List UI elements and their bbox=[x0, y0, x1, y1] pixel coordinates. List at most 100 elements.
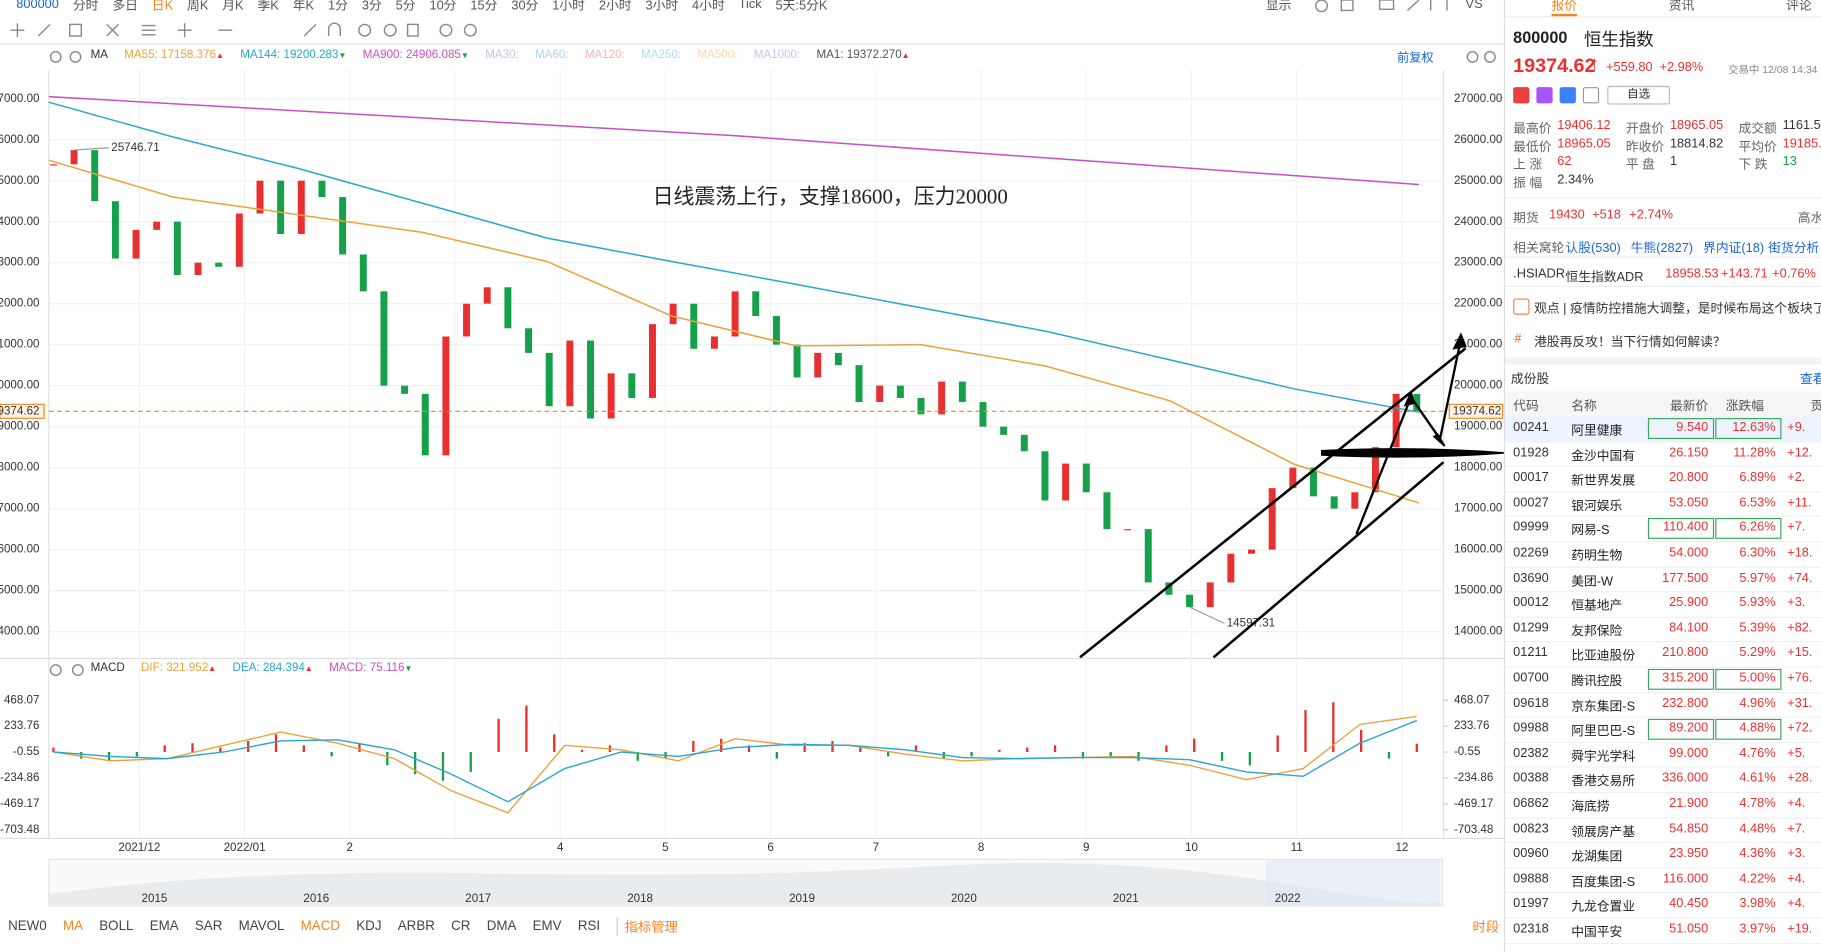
badge[interactable] bbox=[1536, 87, 1553, 104]
quote-tab[interactable]: 资讯 bbox=[1668, 0, 1695, 13]
badge[interactable] bbox=[1582, 87, 1600, 104]
close-icon[interactable] bbox=[71, 664, 84, 676]
badge[interactable] bbox=[1559, 87, 1576, 104]
settings-icon[interactable] bbox=[49, 664, 62, 676]
table-row[interactable]: 00012 恒基地产 25.900 5.93% +3. bbox=[1505, 591, 1821, 618]
icon[interactable] bbox=[383, 23, 397, 37]
table-row[interactable]: 00017 新世界发展 20.800 6.89% +2. bbox=[1505, 466, 1821, 493]
table-row[interactable]: 00823 领展房产基 54.850 4.48% +7. bbox=[1505, 817, 1821, 844]
table-row[interactable]: 01997 九龙仓置业 40.450 3.98% +4. bbox=[1505, 892, 1821, 919]
table-row[interactable]: 09618 京东集团-S 232.800 4.96% +31. bbox=[1505, 692, 1821, 718]
period-button[interactable]: 30分 bbox=[511, 0, 539, 13]
quote-tab[interactable]: 评论 bbox=[1786, 0, 1812, 13]
indicator-tab[interactable]: KDJ bbox=[356, 919, 382, 934]
table-row[interactable]: 01928 金沙中国有 26.150 11.28% +12. bbox=[1505, 441, 1821, 468]
table-row[interactable]: 00027 银河娱乐 53.050 6.53% +11. bbox=[1505, 491, 1821, 518]
display-button[interactable]: 显示 bbox=[1265, 0, 1292, 13]
icon[interactable] bbox=[1407, 0, 1448, 11]
indicator-tab[interactable]: EMA bbox=[149, 919, 179, 934]
table-row[interactable]: 02382 舜宇光学科 99.000 4.76% +5. bbox=[1505, 742, 1821, 769]
icon[interactable] bbox=[439, 23, 453, 37]
period-button[interactable]: 周K bbox=[187, 0, 209, 13]
warrant-link[interactable]: 界内证(18) bbox=[1703, 241, 1765, 256]
table-row[interactable]: 01211 比亚迪股份 210.800 5.29% +15. bbox=[1505, 641, 1821, 668]
constituents-more[interactable]: 查看 bbox=[1800, 372, 1821, 387]
icon[interactable] bbox=[10, 23, 25, 38]
table-row[interactable]: 03690 美团-W 177.500 5.97% +74. bbox=[1505, 566, 1821, 593]
icon[interactable] bbox=[1315, 0, 1329, 13]
indicator-manage[interactable]: 指标管理 bbox=[616, 917, 678, 937]
icon[interactable] bbox=[358, 23, 372, 37]
warrant-link[interactable]: 牛熊(2827) bbox=[1630, 241, 1694, 256]
indicator-tab[interactable]: ARBR bbox=[397, 919, 435, 934]
indicator-tab[interactable]: EMV bbox=[532, 919, 562, 934]
icon[interactable] bbox=[177, 23, 192, 38]
period-button[interactable]: 1分 bbox=[327, 0, 348, 13]
warrant-link[interactable]: 认股(530) bbox=[1565, 241, 1621, 256]
zoom-icon[interactable] bbox=[1484, 50, 1496, 63]
warrant-link[interactable]: 街货分析 bbox=[1768, 241, 1820, 256]
table-row[interactable]: 00388 香港交易所 336.000 4.61% +28. bbox=[1505, 767, 1821, 794]
watch-button[interactable]: 自选 bbox=[1607, 85, 1670, 105]
table-row[interactable]: 09999 网易-S 110.400 6.26% +7. bbox=[1505, 516, 1821, 543]
close-icon[interactable] bbox=[69, 50, 82, 63]
period-button[interactable]: 分时 bbox=[72, 0, 99, 13]
icon[interactable] bbox=[1378, 0, 1395, 10]
table-cell: 51.050 bbox=[1669, 922, 1709, 937]
period-button[interactable]: Tick bbox=[738, 0, 762, 12]
period-button[interactable]: 日K bbox=[151, 0, 174, 13]
period-button[interactable]: 5分 bbox=[395, 0, 416, 13]
icon[interactable] bbox=[406, 23, 419, 37]
indicator-tab[interactable]: CR bbox=[451, 919, 471, 934]
quote-tab[interactable]: 报价 bbox=[1551, 0, 1578, 17]
table-row[interactable]: 01299 友邦保险 84.100 5.39% +82. bbox=[1505, 616, 1821, 643]
indicator-tab[interactable]: NEW0 bbox=[8, 919, 47, 934]
table-row[interactable]: 00960 龙湖集团 23.950 4.36% +3. bbox=[1505, 842, 1821, 869]
adjust-toggle[interactable]: 前复权 bbox=[1397, 51, 1434, 66]
table-row[interactable]: 09888 百度集团-S 116.000 4.22% +4. bbox=[1505, 867, 1821, 894]
table-row[interactable]: 02269 药明生物 54.000 6.30% +18. bbox=[1505, 541, 1821, 568]
period-button[interactable]: 2小时 bbox=[598, 0, 632, 13]
table-row[interactable]: 02318 中国平安 51.050 3.97% +19. bbox=[1505, 917, 1821, 944]
indicator-tab[interactable]: DMA bbox=[486, 919, 517, 934]
period-button[interactable]: 10分 bbox=[429, 0, 457, 13]
period-button[interactable]: 年K bbox=[292, 0, 315, 13]
legend-text: MA144: 19200.283 bbox=[240, 48, 339, 62]
table-row[interactable]: 00700 腾讯控股 315.200 5.00% +76. bbox=[1505, 667, 1821, 693]
zoom-icon[interactable] bbox=[1466, 50, 1479, 63]
period-button[interactable]: 1小时 bbox=[552, 0, 585, 13]
period-button[interactable]: 时段 bbox=[1472, 920, 1500, 935]
indicator-tab[interactable]: MAVOL bbox=[238, 919, 285, 934]
settings-icon[interactable] bbox=[49, 50, 62, 63]
navigator-window[interactable] bbox=[1265, 859, 1441, 906]
period-button[interactable]: 月K bbox=[222, 0, 244, 13]
indicator-tab[interactable]: BOLL bbox=[99, 919, 134, 934]
badge[interactable] bbox=[1513, 87, 1530, 104]
icon[interactable] bbox=[106, 23, 119, 37]
icon[interactable] bbox=[37, 23, 51, 37]
icon[interactable] bbox=[463, 23, 477, 37]
icon[interactable] bbox=[1340, 0, 1354, 12]
period-button[interactable]: 多日 bbox=[112, 0, 138, 13]
period-button[interactable]: 3小时 bbox=[645, 0, 679, 13]
period-button[interactable]: 5天:5分K bbox=[775, 0, 828, 13]
period-button[interactable]: 3分 bbox=[361, 0, 382, 13]
news-item[interactable]: 港股再反攻！当下行情如何解读？ bbox=[1534, 335, 1726, 350]
period-button[interactable]: 季K bbox=[257, 0, 279, 13]
news-item[interactable]: 观点 | 疫情防控措施大调整，是时候布局这个板块了 bbox=[1534, 301, 1821, 316]
icon[interactable] bbox=[68, 23, 82, 37]
table-cell: +18. bbox=[1787, 545, 1813, 560]
table-row[interactable]: 06862 海底捞 21.900 4.78% +4. bbox=[1505, 792, 1821, 819]
table-row[interactable]: 00241 阿里健康 9.540 12.63% +9. bbox=[1505, 415, 1821, 442]
vs-button[interactable]: VS bbox=[1465, 0, 1483, 12]
table-row[interactable]: 09988 阿里巴巴-S 89.200 4.88% +72. bbox=[1505, 717, 1821, 743]
period-button[interactable]: 4小时 bbox=[692, 0, 725, 13]
indicator-tab[interactable]: SAR bbox=[194, 919, 223, 934]
indicator-tab[interactable]: MA bbox=[62, 919, 84, 934]
icon[interactable] bbox=[303, 22, 341, 37]
period-button[interactable]: 15分 bbox=[470, 0, 498, 13]
cell-box bbox=[1715, 668, 1782, 690]
indicator-tab[interactable]: RSI bbox=[577, 919, 601, 934]
icon[interactable] bbox=[141, 24, 156, 36]
indicator-tab[interactable]: MACD bbox=[300, 919, 341, 934]
